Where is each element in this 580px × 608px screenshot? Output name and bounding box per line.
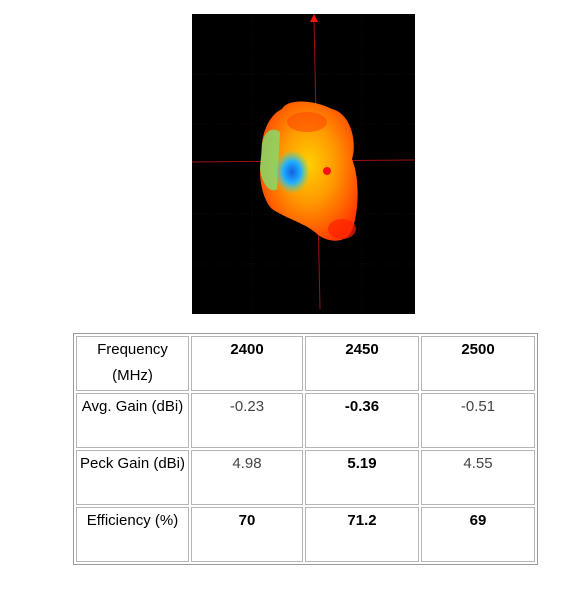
table-cell: -0.51 xyxy=(421,393,535,448)
table-cell: 71.2 xyxy=(305,507,419,562)
row-header: Frequency (MHz) xyxy=(76,336,189,391)
table-cell: 69 xyxy=(421,507,535,562)
table-cell: 2450 xyxy=(305,336,419,391)
table-cell: 4.55 xyxy=(421,450,535,505)
table-cell: 2400 xyxy=(191,336,303,391)
row-header: Efficiency (%) xyxy=(76,507,189,562)
table-cell: 4.98 xyxy=(191,450,303,505)
data-table: Frequency (MHz) 2400 2450 2500 Avg. Gain (dB… xyxy=(73,333,538,565)
table-row: Avg. Gain (dBi) -0.23 -0.36 -0.51 xyxy=(76,393,535,448)
row-header: Peck Gain (dBi) xyxy=(76,450,189,505)
table-cell: -0.23 xyxy=(191,393,303,448)
table-row: Frequency (MHz) 2400 2450 2500 xyxy=(76,336,535,391)
table-cell: -0.36 xyxy=(305,393,419,448)
table-cell: 5.19 xyxy=(305,450,419,505)
row-header: Avg. Gain (dBi) xyxy=(76,393,189,448)
table-cell: 2500 xyxy=(421,336,535,391)
radiation-pattern-image xyxy=(192,14,415,314)
table-cell: 70 xyxy=(191,507,303,562)
table-row: Efficiency (%) 70 71.2 69 xyxy=(76,507,535,562)
table-row: Peck Gain (dBi) 4.98 5.19 4.55 xyxy=(76,450,535,505)
